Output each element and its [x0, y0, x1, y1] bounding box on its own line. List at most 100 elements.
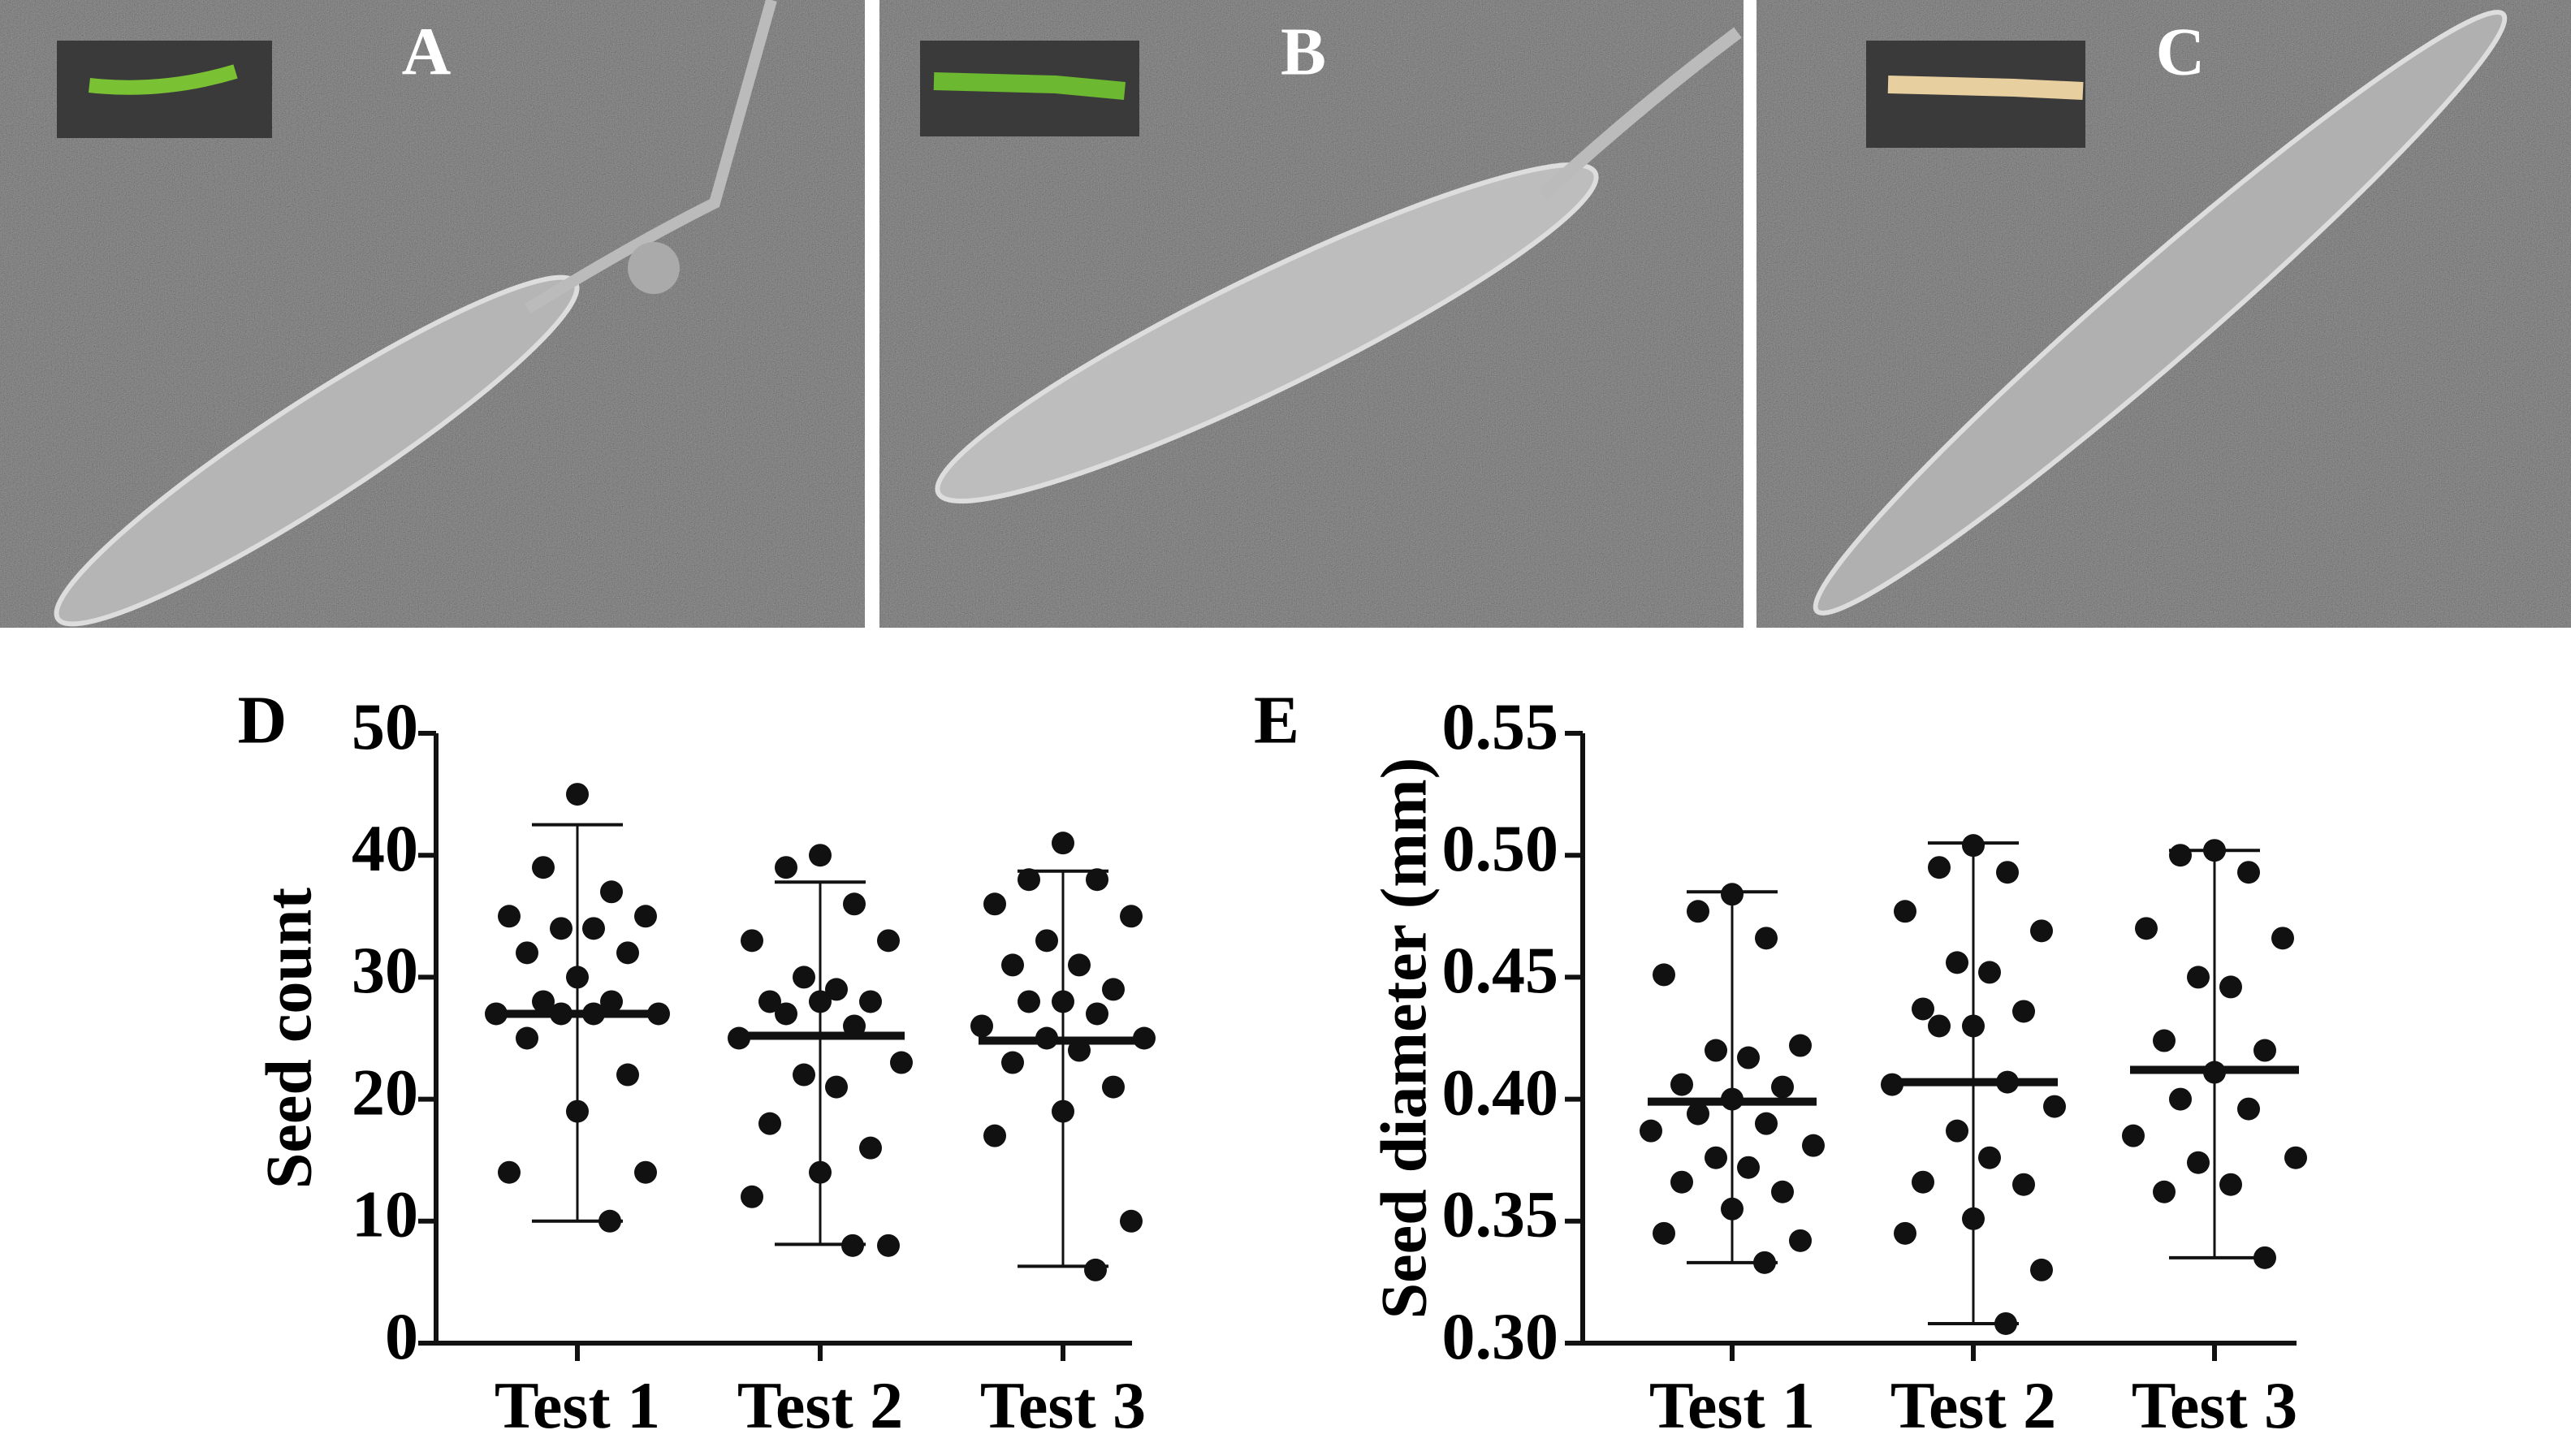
data-point: [1946, 951, 1968, 974]
y-tick-label: 30: [352, 933, 418, 1007]
data-point: [498, 1160, 521, 1184]
data-point: [775, 1002, 797, 1026]
y-tick-label: 50: [352, 689, 418, 763]
data-point: [890, 1051, 913, 1074]
data-point: [793, 966, 815, 989]
data-point: [2237, 1097, 2260, 1121]
data-point: [1653, 963, 1675, 987]
data-point: [1721, 1197, 1744, 1221]
data-point: [2284, 1146, 2307, 1169]
data-point: [1771, 1075, 1794, 1099]
y-tick-label: 20: [352, 1055, 418, 1129]
data-point: [1687, 900, 1709, 923]
data-point: [2030, 919, 2053, 943]
data-point: [1737, 1156, 1760, 1179]
data-point: [2187, 966, 2210, 989]
data-point: [1978, 1146, 2001, 1169]
panel-label: E: [1254, 682, 1299, 758]
data-point: [1928, 1014, 1951, 1038]
data-point: [1802, 1134, 1825, 1157]
data-point: [1120, 1209, 1143, 1233]
data-point: [1962, 1207, 1985, 1230]
data-point: [793, 1063, 815, 1087]
data-point: [1018, 868, 1040, 892]
data-point: [877, 1233, 900, 1257]
data-point: [758, 1112, 781, 1135]
data-point: [2253, 1039, 2276, 1062]
data-point: [1912, 997, 1934, 1021]
data-point: [1653, 1221, 1675, 1245]
data-point: [582, 917, 605, 940]
y-tick-label: 0.45: [1442, 933, 1559, 1007]
data-point: [1120, 905, 1143, 928]
data-point: [2012, 1173, 2035, 1196]
data-point: [809, 990, 832, 1013]
x-tick-label: Test 1: [495, 1368, 660, 1442]
data-point: [1894, 900, 1916, 923]
data-point: [983, 1124, 1006, 1147]
x-tick-label: Test 1: [1649, 1368, 1815, 1442]
data-point: [1052, 1100, 1074, 1123]
data-point: [859, 1136, 882, 1160]
data-point: [758, 990, 781, 1013]
data-point: [1001, 953, 1024, 977]
data-point: [600, 990, 623, 1013]
data-point: [2253, 1246, 2276, 1269]
panel-label: C: [2156, 14, 2206, 89]
data-point: [859, 990, 882, 1013]
x-tick-label: Test 3: [980, 1368, 1146, 1442]
data-point: [2153, 1029, 2176, 1052]
y-tick-label: 0.40: [1442, 1055, 1559, 1129]
data-point: [1978, 961, 2001, 984]
data-point: [1670, 1170, 1693, 1194]
photo-c: [1756, 0, 2571, 628]
data-point: [983, 892, 1006, 916]
data-point: [1705, 1146, 1727, 1169]
data-point: [2135, 917, 2158, 940]
panel-label: B: [1281, 14, 1326, 89]
data-point: [1721, 883, 1744, 906]
data-point: [2012, 1000, 2035, 1023]
data-point: [1084, 1258, 1107, 1281]
data-point: [1086, 1002, 1108, 1026]
photo-a: [0, 0, 865, 628]
data-point: [775, 856, 797, 879]
data-point: [741, 1185, 763, 1208]
data-point: [1052, 990, 1074, 1013]
data-point: [1755, 927, 1778, 950]
data-point: [2203, 839, 2226, 862]
data-point: [1753, 1251, 1776, 1274]
data-point: [1737, 1046, 1760, 1069]
data-point: [498, 905, 521, 928]
data-point: [1928, 856, 1951, 879]
data-point: [2219, 975, 2242, 999]
y-tick-label: 10: [352, 1177, 418, 1251]
data-point: [634, 905, 657, 928]
y-tick-label: 0.55: [1442, 689, 1559, 763]
data-point: [566, 783, 589, 806]
data-point: [1052, 832, 1074, 855]
data-point: [1946, 1119, 1968, 1143]
data-point: [1789, 1229, 1812, 1252]
data-point: [1962, 1014, 1985, 1038]
data-point: [1912, 1170, 1934, 1194]
data-point: [532, 990, 555, 1013]
data-point: [843, 1014, 866, 1038]
data-point: [566, 1100, 589, 1123]
data-point: [1994, 1311, 2017, 1335]
data-point: [2237, 861, 2260, 884]
data-point: [825, 1075, 848, 1099]
data-point: [532, 856, 555, 879]
data-point: [841, 1233, 864, 1257]
data-point: [634, 1160, 657, 1184]
panel-label: A: [402, 14, 452, 89]
data-point: [809, 844, 832, 867]
data-point: [1086, 868, 1108, 892]
data-point: [1640, 1119, 1662, 1143]
x-tick-label: Test 3: [2132, 1368, 2297, 1442]
y-tick-label: 0: [385, 1299, 418, 1373]
data-point: [1996, 861, 2019, 884]
data-point: [2187, 1151, 2210, 1174]
data-point: [1068, 953, 1091, 977]
